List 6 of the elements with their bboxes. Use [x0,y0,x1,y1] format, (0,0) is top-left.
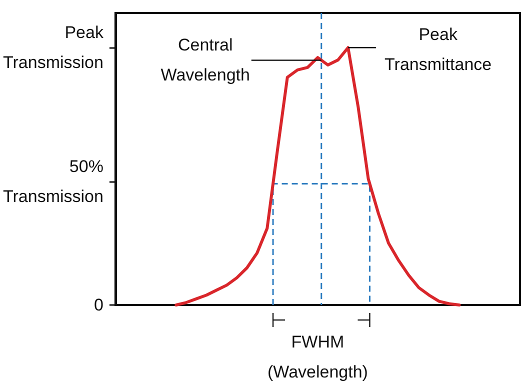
y-tick-label: 50% Transmission [2,156,104,206]
y-tick-label: Peak Transmission [2,23,104,72]
annotation: Peak Transmittance [384,25,492,74]
x-axis-title: FWHM (Wavelength) [267,332,368,382]
annotation: Central Wavelength [160,36,250,85]
y-tick-label: 0 [94,296,104,314]
